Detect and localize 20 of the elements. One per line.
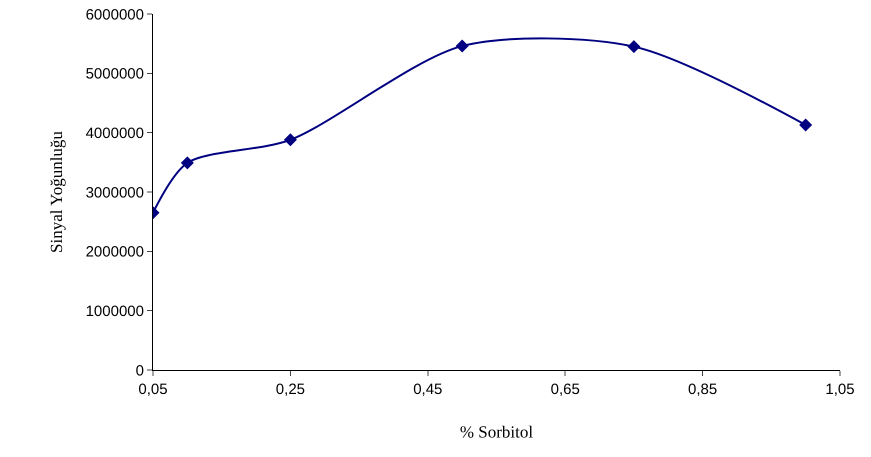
x-tick-label: 0,85 — [688, 381, 718, 398]
x-tick-label: 0,05 — [138, 381, 168, 398]
y-tick-label: 1000000 — [86, 302, 144, 320]
y-tick-label: 6000000 — [86, 6, 144, 24]
point — [456, 40, 469, 53]
point — [180, 156, 194, 170]
x-tick-label: 0,25 — [276, 381, 305, 398]
point — [799, 118, 812, 132]
y-axis-title: Sinyal Yoğunluğu — [47, 130, 66, 253]
point — [284, 133, 297, 146]
point — [627, 40, 640, 54]
y-tick-label: 4000000 — [86, 124, 144, 142]
x-axis-title: % Sorbitol — [460, 422, 534, 442]
y-tick-label: 0 — [136, 362, 144, 380]
y-tick-label: 2000000 — [86, 244, 144, 261]
y-tick-label: 5000000 — [86, 66, 144, 83]
x-tick-label: 1,05 — [825, 381, 855, 398]
x-tick-label: 0,45 — [413, 381, 442, 398]
x-tick-label: 0,65 — [550, 381, 580, 398]
y-tick-label: 3000000 — [86, 184, 144, 202]
